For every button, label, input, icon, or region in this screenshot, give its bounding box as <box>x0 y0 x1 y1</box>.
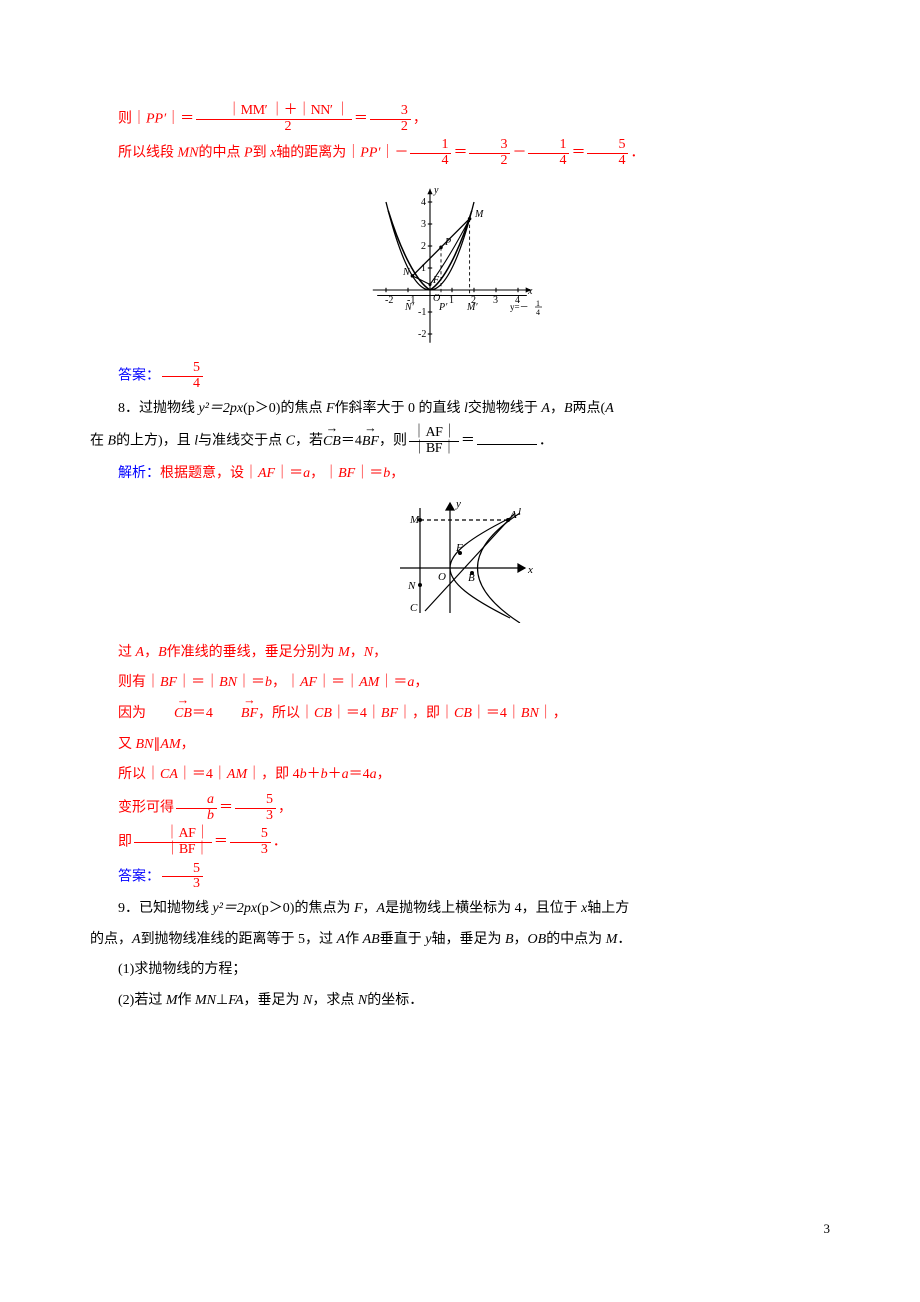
svg-text:3: 3 <box>493 295 498 306</box>
svg-text:l: l <box>518 506 521 518</box>
figure-parabola-ysq: M A l F O B x y N C <box>90 493 830 634</box>
q8-text: 8．过抛物线 y²＝2px(p＞0)的焦点 F作斜率大于 0 的直线 l交抛物线… <box>90 396 830 423</box>
svg-text:y: y <box>433 185 439 196</box>
sol7-line2: 所以线段 MN的中点 P到 x轴的距离为｜PP′｜－14＝32－14＝54． <box>90 138 830 168</box>
svg-text:O: O <box>438 571 446 583</box>
sol8-s6: 所以｜CA｜＝4｜AM｜，即 4b＋b＋a＝4a， <box>90 762 830 789</box>
page-number: 3 <box>824 1217 831 1242</box>
svg-text:N: N <box>407 580 416 592</box>
svg-text:C: C <box>410 602 418 614</box>
svg-text:M: M <box>474 209 484 220</box>
q9-part1: (1)求抛物线的方程； <box>90 957 830 984</box>
q9-text: 9．已知抛物线 y²＝2px(p＞0)的焦点为 F，A是抛物线上横坐标为 4，且… <box>90 896 830 923</box>
svg-text:x: x <box>527 564 533 576</box>
figure-parabola-xsq: -2-1 12 34 12 34 -1-2 O x y M N P F M′ P… <box>90 175 830 356</box>
page: 则｜PP′｜＝｜MM′ ｜＋｜NN′ ｜2＝32， 所以线段 MN的中点 P到 … <box>0 0 920 1302</box>
svg-text:3: 3 <box>421 219 426 230</box>
svg-text:N′: N′ <box>404 302 415 313</box>
sol8-s7: 变形可得ab＝53， <box>90 793 830 823</box>
svg-text:M′: M′ <box>466 302 478 313</box>
sol8-answer: 答案：53 <box>90 862 830 892</box>
svg-text:4: 4 <box>536 308 540 317</box>
svg-text:A: A <box>509 509 517 521</box>
svg-text:4: 4 <box>421 197 426 208</box>
q9-part2: (2)若过 M作 MN⊥FA，垂足为 N，求点 N的坐标． <box>90 988 830 1015</box>
svg-text:1: 1 <box>421 263 426 274</box>
sol7-answer: 答案：54 <box>90 361 830 391</box>
svg-text:N: N <box>402 267 411 278</box>
q9-text-2: 的点，A到抛物线准线的距离等于 5，过 A作 AB垂直于 y轴，垂足为 B，OB… <box>90 927 830 954</box>
sol8-s8: 即｜AF｜｜BF｜＝53． <box>90 827 830 857</box>
svg-text:y: y <box>455 498 461 510</box>
sol8-s5: 又 BN∥AM， <box>90 732 830 759</box>
svg-text:-1: -1 <box>418 307 426 318</box>
sol7-line1: 则｜PP′｜＝｜MM′ ｜＋｜NN′ ｜2＝32， <box>90 104 830 134</box>
sol8-s1: 解析：根据题意，设｜AF｜＝a，｜BF｜＝b， <box>90 461 830 488</box>
answer-blank <box>477 431 537 445</box>
svg-text:P: P <box>444 237 451 248</box>
sol8-s4: 因为CB＝4BF，所以｜CB｜＝4｜BF｜，即｜CB｜＝4｜BN｜， <box>90 701 830 728</box>
svg-text:-2: -2 <box>418 329 426 340</box>
sol8-s2: 过 A，B作准线的垂线，垂足分别为 M，N， <box>90 640 830 667</box>
svg-text:-2: -2 <box>385 295 393 306</box>
svg-text:F: F <box>432 275 440 286</box>
sol8-s3: 则有｜BF｜＝｜BN｜＝b，｜AF｜＝｜AM｜＝a， <box>90 670 830 697</box>
svg-text:1: 1 <box>449 295 454 306</box>
svg-text:y=－: y=－ <box>510 302 529 312</box>
svg-text:P′: P′ <box>438 302 448 313</box>
q8-text-2: 在 B的上方)，且 l与准线交于点 C，若CB＝4BF，则｜AF｜｜BF｜＝． <box>90 426 830 456</box>
svg-text:x: x <box>527 286 533 297</box>
svg-text:2: 2 <box>421 241 426 252</box>
